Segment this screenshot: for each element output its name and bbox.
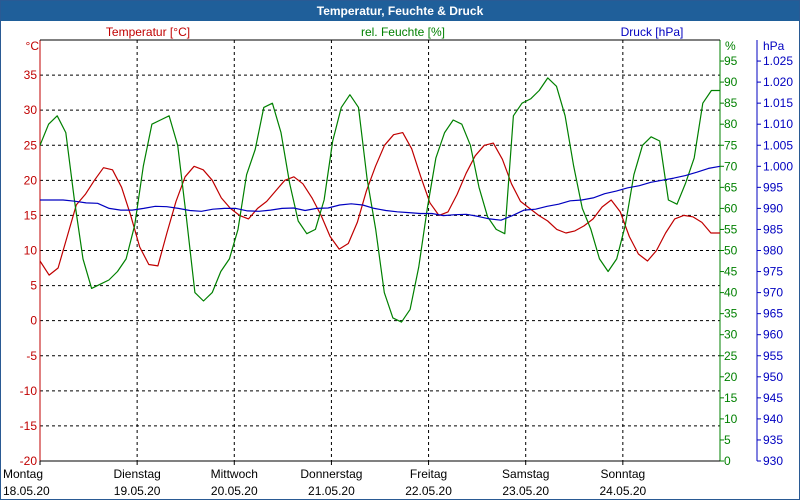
right-tick-label: 75	[724, 138, 738, 152]
x-tick-date: 19.05.20	[114, 484, 161, 498]
x-tick-day: Dienstag	[113, 467, 160, 481]
right-tick-label: 25	[724, 349, 738, 363]
temperature-line	[39, 132, 720, 276]
x-tick-date: 21.05.20	[308, 484, 355, 498]
pressure-tick-label: 1.000	[763, 159, 793, 173]
pressure-tick-label: 950	[763, 370, 783, 384]
right-tick-label: 40	[724, 286, 738, 300]
pressure-tick-label: 1.010	[763, 117, 793, 131]
right-axis-unit: %	[725, 39, 736, 53]
pressure-tick-label: 965	[763, 307, 783, 321]
pressure-tick-label: 975	[763, 265, 783, 279]
left-tick-label: 35	[24, 68, 38, 82]
pressure-tick-label: 935	[763, 433, 783, 447]
left-tick-label: 5	[30, 279, 37, 293]
right-tick-label: 10	[724, 412, 738, 426]
x-tick-day: Montag	[3, 467, 43, 481]
right-tick-label: 15	[724, 391, 738, 405]
left-tick-label: -15	[20, 419, 38, 433]
x-tick-date: 24.05.20	[599, 484, 646, 498]
pressure-tick-label: 985	[763, 222, 783, 236]
right-tick-label: 0	[724, 454, 731, 468]
right-tick-label: 30	[724, 328, 738, 342]
right-tick-label: 65	[724, 180, 738, 194]
x-tick-date: 18.05.20	[3, 484, 50, 498]
pressure-tick-label: 945	[763, 391, 783, 405]
left-tick-label: 20	[24, 173, 38, 187]
pressure-axis-unit: hPa	[763, 39, 785, 53]
right-tick-label: 95	[724, 54, 738, 68]
window-title: Temperatur, Feuchte & Druck	[1, 1, 799, 21]
right-tick-label: 35	[724, 307, 738, 321]
legend-pressure: Druck [hPa]	[621, 25, 684, 39]
pressure-tick-label: 955	[763, 349, 783, 363]
left-tick-label: 25	[24, 138, 38, 152]
left-tick-label: -10	[20, 384, 38, 398]
right-tick-label: 90	[724, 75, 738, 89]
left-axis-unit: °C	[26, 39, 40, 53]
pressure-tick-label: 995	[763, 180, 783, 194]
legend-humidity: rel. Feuchte [%]	[361, 25, 445, 39]
left-tick-label: 30	[24, 103, 38, 117]
pressure-tick-label: 990	[763, 201, 783, 215]
legend-temperature: Temperatur [°C]	[106, 25, 190, 39]
right-tick-label: 20	[724, 370, 738, 384]
right-tick-label: 45	[724, 265, 738, 279]
x-tick-day: Mittwoch	[211, 467, 258, 481]
left-tick-label: 15	[24, 208, 38, 222]
pressure-line	[40, 165, 721, 221]
right-tick-label: 50	[724, 244, 738, 258]
right-tick-label: 5	[724, 433, 731, 447]
x-tick-date: 23.05.20	[502, 484, 549, 498]
x-tick-date: 22.05.20	[405, 484, 452, 498]
x-tick-day: Samstag	[502, 467, 549, 481]
humidity-line	[39, 77, 720, 323]
x-tick-day: Donnerstag	[300, 467, 362, 481]
pressure-tick-label: 1.020	[763, 75, 793, 89]
pressure-tick-label: 1.015	[763, 96, 793, 110]
pressure-tick-label: 940	[763, 412, 783, 426]
pressure-tick-label: 1.025	[763, 54, 793, 68]
x-tick-day: Sonntag	[600, 467, 645, 481]
right-tick-label: 85	[724, 96, 738, 110]
x-tick-day: Freitag	[410, 467, 447, 481]
x-tick-date: 20.05.20	[211, 484, 258, 498]
left-tick-label: 0	[30, 314, 37, 328]
pressure-tick-label: 1.005	[763, 138, 793, 152]
left-tick-label: -20	[20, 454, 38, 468]
right-tick-label: 70	[724, 159, 738, 173]
pressure-tick-label: 980	[763, 244, 783, 258]
pressure-tick-label: 970	[763, 286, 783, 300]
right-tick-label: 55	[724, 222, 738, 236]
pressure-tick-label: 930	[763, 454, 783, 468]
right-tick-label: 60	[724, 201, 738, 215]
left-tick-label: 10	[24, 244, 38, 258]
left-tick-label: -5	[26, 349, 37, 363]
pressure-tick-label: 960	[763, 328, 783, 342]
right-tick-label: 80	[724, 117, 738, 131]
